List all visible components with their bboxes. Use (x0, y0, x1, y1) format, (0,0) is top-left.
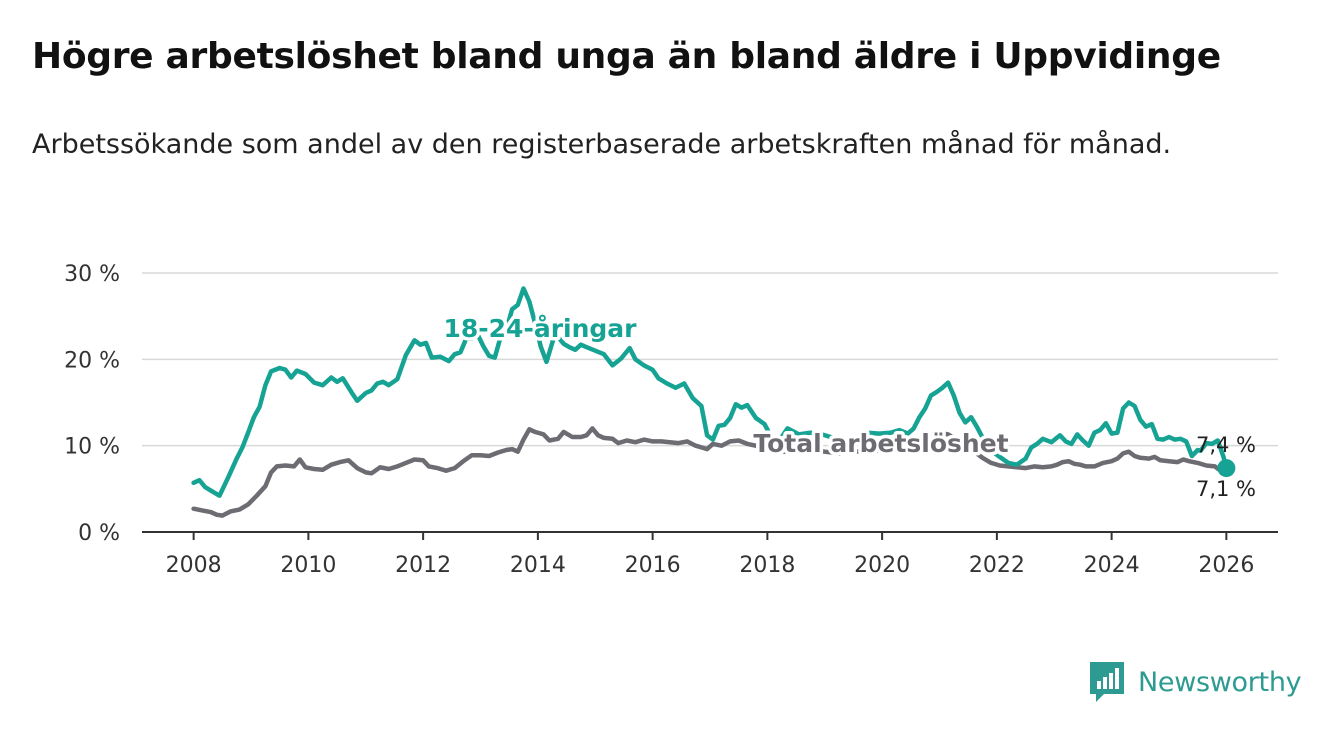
series-label-18-24: 18-24-åringar (444, 314, 638, 343)
x-tick-label: 2012 (395, 553, 451, 578)
y-tick-label: 20 % (64, 348, 120, 373)
x-tick-label: 2018 (739, 553, 795, 578)
newsworthy-logo-icon (1090, 662, 1124, 702)
x-tick-label: 2022 (969, 553, 1025, 578)
chart-title: Högre arbetslöshet bland unga än bland ä… (32, 36, 1221, 77)
series-label-total: Total arbetslöshet (753, 429, 1008, 458)
y-tick-label: 10 % (64, 435, 120, 460)
end-label-total: 7,1 % (1196, 477, 1256, 501)
x-tick-label: 2014 (510, 553, 566, 578)
x-tick-label: 2010 (280, 553, 336, 578)
y-tick-label: 0 % (78, 521, 120, 546)
chart-subtitle: Arbetssökande som andel av den registerb… (32, 129, 1172, 160)
newsworthy-logo[interactable]: Newsworthy (1088, 660, 1302, 704)
end-point-18-24 (1217, 459, 1236, 478)
brand-name: Newsworthy (1138, 666, 1302, 698)
series-lines (191, 286, 1236, 518)
end-label-18-24: 7,4 % (1196, 433, 1256, 457)
data-labels: 18-24-åringar Total arbetslöshet 7,4 % 7,1 … (440, 311, 1256, 502)
x-tick-label: 2016 (625, 553, 681, 578)
x-tick-label: 2024 (1084, 553, 1140, 578)
series-line-18-24 (191, 286, 1229, 498)
y-tick-label: 30 % (64, 262, 120, 287)
x-axis: 2008 2010 2012 2014 2016 2018 2020 2022 2024 2026 (142, 531, 1278, 578)
x-tick-label: 2026 (1198, 553, 1254, 578)
series-line-total (191, 426, 1229, 518)
x-tick-label: 2008 (166, 553, 222, 578)
x-tick-label: 2020 (854, 553, 910, 578)
